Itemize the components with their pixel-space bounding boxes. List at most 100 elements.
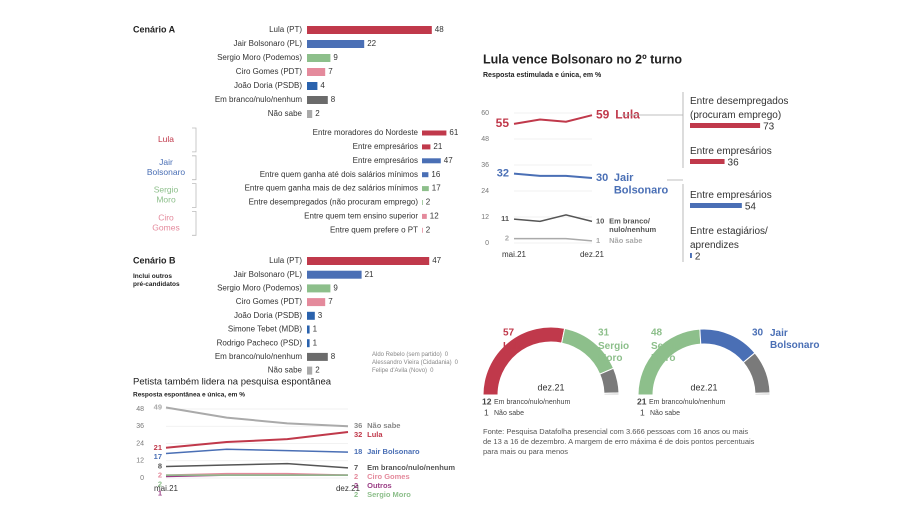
- start-value-label: 11: [501, 214, 509, 223]
- gauge-name-label: Não sabe: [650, 410, 680, 417]
- callout-bracket: [622, 92, 684, 168]
- bar-label: Entre quem ganha até dois salários mínim…: [260, 170, 418, 179]
- bar: [307, 311, 315, 320]
- x-tick-label: dez.21: [580, 250, 605, 259]
- y-tick-label: 12: [136, 458, 144, 465]
- bar: [422, 186, 429, 192]
- bar-value: 21: [433, 142, 442, 151]
- bar: [422, 130, 447, 136]
- bar-label: Entre empresários: [353, 142, 418, 151]
- series-line: [165, 430, 349, 449]
- bar-label: Sergio Moro (Podemos): [217, 53, 302, 62]
- bar-value: 2: [315, 366, 320, 375]
- y-tick-label: 60: [481, 110, 489, 117]
- gauge-name-label: Jair Bolsonaro: [770, 328, 819, 351]
- bar-label: Entre moradores do Nordeste: [313, 128, 419, 137]
- callout-bar: [690, 123, 761, 128]
- callout-value: 36: [728, 158, 740, 169]
- bar: [422, 158, 441, 164]
- bar: [422, 172, 429, 178]
- gauge-name-label: Em branco/nulo/nenhum: [494, 399, 570, 406]
- gauge-name-label: Lula: [503, 341, 524, 352]
- gauge-value-label: 12: [482, 396, 492, 406]
- gauge-center-label: dez.21: [537, 382, 564, 392]
- start-value-label: 2: [158, 470, 162, 479]
- bar-label: João Doria (PSDB): [234, 81, 302, 90]
- y-tick-label: 0: [485, 240, 489, 247]
- note-value: 0: [445, 352, 449, 358]
- start-value-label: 17: [154, 452, 162, 461]
- bar-label: Em branco/nulo/nenhum: [215, 95, 303, 104]
- bar: [307, 257, 430, 265]
- gauge-value-label: 30: [752, 328, 764, 339]
- bar-value: 2: [315, 109, 320, 118]
- bar: [422, 227, 423, 233]
- bar-label: Lula (PT): [269, 256, 302, 265]
- bar-value: 8: [331, 352, 336, 361]
- bar: [307, 284, 331, 293]
- group-label: Sergio Moro: [154, 185, 179, 205]
- series-name-label: Ciro Gomes: [367, 472, 410, 481]
- gauge-value-label: 21: [637, 396, 647, 406]
- bar: [307, 270, 362, 279]
- start-value-label: 55: [496, 116, 510, 130]
- group-label: Lula: [158, 134, 174, 144]
- callout-label: Entre estagiários/aprendizes: [690, 226, 768, 251]
- bar-value: 61: [449, 128, 458, 137]
- note-name: Felipe d'Avila (Novo): [372, 368, 427, 374]
- source-note: Fonte: Pesquisa Datafolha presencial com…: [483, 427, 755, 456]
- start-value-label: 1: [158, 488, 162, 497]
- bar-label: Rodrigo Pacheco (PSD): [217, 338, 303, 347]
- x-tick-label: mai.21: [502, 250, 527, 259]
- bar-value: 7: [328, 297, 333, 306]
- callout-label: Entre empresários: [690, 190, 772, 201]
- group-bracket: [192, 155, 197, 181]
- end-value-label: 10: [596, 216, 604, 225]
- y-tick-label: 0: [140, 475, 144, 482]
- bar-value: 48: [435, 25, 444, 34]
- bar-label: Entre quem tem ensino superior: [304, 212, 418, 221]
- gauge-name-label: Sergio Moro: [651, 341, 682, 364]
- bar: [422, 213, 427, 219]
- bar: [307, 82, 318, 90]
- y-tick-label: 12: [481, 214, 489, 221]
- end-value-label: 2: [354, 472, 358, 481]
- note: Felipe d'Avila (Novo) 0: [372, 368, 434, 374]
- bar-value: 4: [320, 81, 325, 90]
- bar-label: Jair Bolsonaro (PL): [234, 270, 303, 279]
- gauge-value-label: 1: [640, 407, 645, 417]
- bar-value: 2: [426, 198, 431, 207]
- end-value-label: 32: [354, 430, 362, 439]
- x-tick-label: dez.21: [336, 484, 361, 493]
- bar-value: 21: [365, 270, 374, 279]
- gauge-name-label: Em branco/nulo/nenhum: [649, 399, 725, 406]
- chart-subtitle: Resposta espontânea e única, em %: [133, 392, 245, 399]
- bar: [307, 54, 331, 62]
- y-tick-label: 48: [481, 136, 489, 143]
- end-value-label: 2: [354, 481, 358, 490]
- series-line: [165, 462, 349, 469]
- bar: [307, 68, 326, 76]
- chart-title: Petista também lidera na pesquisa espont…: [133, 377, 332, 388]
- end-value-label: 18: [354, 447, 362, 456]
- bar: [307, 96, 328, 104]
- chart-subtitle: Inclui outros pré-candidatos: [133, 273, 180, 288]
- series-name-label: Outros: [367, 481, 392, 490]
- gauge-center-label: dez.21: [690, 382, 717, 392]
- gauge-value-label: 1: [484, 407, 489, 417]
- end-value-label: 59: [596, 107, 610, 121]
- bar-label: Ciro Gomes (PDT): [236, 297, 303, 306]
- note: Aldo Rebelo (sem partido) 0: [372, 352, 449, 358]
- bar: [307, 325, 310, 334]
- bar: [307, 26, 432, 34]
- series-line: [513, 214, 593, 223]
- y-tick-label: 24: [136, 440, 144, 447]
- series-name-label: Lula: [367, 430, 383, 439]
- end-value-label: 36: [354, 421, 362, 430]
- callout-value: 73: [763, 122, 775, 133]
- end-value-label: 7: [354, 463, 358, 472]
- bar: [422, 200, 423, 205]
- start-value-label: 8: [158, 461, 162, 470]
- group-bracket: [192, 183, 197, 208]
